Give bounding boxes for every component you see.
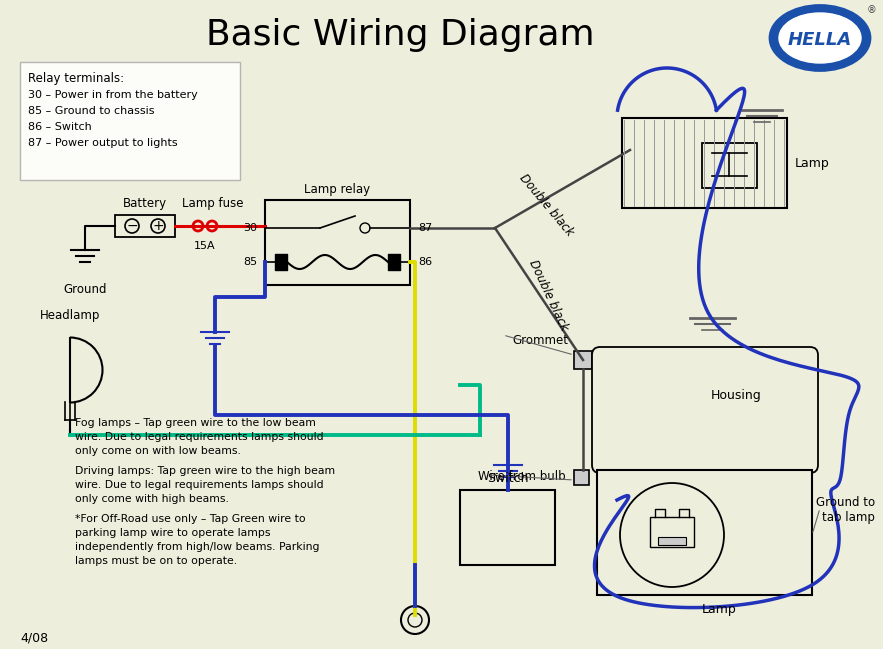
Text: wire. Due to legal requirements lamps should: wire. Due to legal requirements lamps sh… xyxy=(75,480,324,490)
Text: 4/08: 4/08 xyxy=(20,631,49,644)
Bar xyxy=(650,517,694,547)
Text: 87: 87 xyxy=(418,223,433,233)
Circle shape xyxy=(125,219,139,233)
Text: +: + xyxy=(152,219,164,233)
Text: only come with high beams.: only come with high beams. xyxy=(75,494,229,504)
Text: Headlamp: Headlamp xyxy=(40,308,100,321)
Text: Housing: Housing xyxy=(711,389,762,402)
Ellipse shape xyxy=(779,13,861,63)
Circle shape xyxy=(360,223,370,233)
Text: Fog lamps – Tap green wire to the low beam: Fog lamps – Tap green wire to the low be… xyxy=(75,418,316,428)
Circle shape xyxy=(193,221,203,231)
Circle shape xyxy=(620,483,724,587)
Text: 86 – Switch: 86 – Switch xyxy=(28,122,92,132)
Text: 87 – Power output to lights: 87 – Power output to lights xyxy=(28,138,177,148)
Text: Double black: Double black xyxy=(526,258,570,332)
Text: *For Off-Road use only – Tap Green wire to: *For Off-Road use only – Tap Green wire … xyxy=(75,514,306,524)
Bar xyxy=(702,143,757,188)
Text: ®: ® xyxy=(867,5,877,15)
Bar xyxy=(622,118,787,208)
Text: 85 – Ground to chassis: 85 – Ground to chassis xyxy=(28,106,155,116)
Bar xyxy=(460,490,555,565)
Text: only come on with low beams.: only come on with low beams. xyxy=(75,446,241,456)
Circle shape xyxy=(207,221,217,231)
Text: Lamp fuse: Lamp fuse xyxy=(182,197,244,210)
Text: independently from high/low beams. Parking: independently from high/low beams. Parki… xyxy=(75,542,320,552)
Bar xyxy=(597,470,812,595)
Text: Relay terminals:: Relay terminals: xyxy=(28,72,125,85)
Text: wire. Due to legal requirements lamps should: wire. Due to legal requirements lamps sh… xyxy=(75,432,324,442)
Text: Lamp relay: Lamp relay xyxy=(305,184,371,197)
Text: Lamp: Lamp xyxy=(795,156,830,169)
Text: Double black: Double black xyxy=(517,171,576,239)
Circle shape xyxy=(401,606,429,634)
Text: Basic Wiring Diagram: Basic Wiring Diagram xyxy=(206,18,594,52)
Text: HELLA: HELLA xyxy=(788,31,852,49)
Bar xyxy=(115,215,175,237)
Bar xyxy=(574,351,592,369)
Text: Ground to
tab lamp: Ground to tab lamp xyxy=(816,496,875,524)
Text: Grommet: Grommet xyxy=(512,334,568,347)
Bar xyxy=(20,62,240,180)
Text: Driving lamps: Tap green wire to the high beam: Driving lamps: Tap green wire to the hig… xyxy=(75,466,336,476)
Text: Wire from bulb: Wire from bulb xyxy=(479,471,566,484)
Text: Battery: Battery xyxy=(123,197,167,210)
Text: 30 – Power in from the battery: 30 – Power in from the battery xyxy=(28,90,198,100)
Text: lamps must be on to operate.: lamps must be on to operate. xyxy=(75,556,238,566)
Bar xyxy=(658,537,686,545)
Text: 15A: 15A xyxy=(194,241,215,251)
Text: Lamp: Lamp xyxy=(702,602,737,615)
Ellipse shape xyxy=(770,5,870,71)
Text: 85: 85 xyxy=(243,257,257,267)
Text: −: − xyxy=(126,219,138,233)
Text: parking lamp wire to operate lamps: parking lamp wire to operate lamps xyxy=(75,528,270,538)
Circle shape xyxy=(408,613,422,627)
Text: Switch: Switch xyxy=(487,472,528,485)
Text: Ground: Ground xyxy=(64,283,107,296)
Text: 30: 30 xyxy=(243,223,257,233)
Text: 86: 86 xyxy=(418,257,432,267)
Circle shape xyxy=(151,219,165,233)
Bar xyxy=(265,200,410,285)
FancyBboxPatch shape xyxy=(592,347,818,473)
Bar xyxy=(574,470,589,485)
